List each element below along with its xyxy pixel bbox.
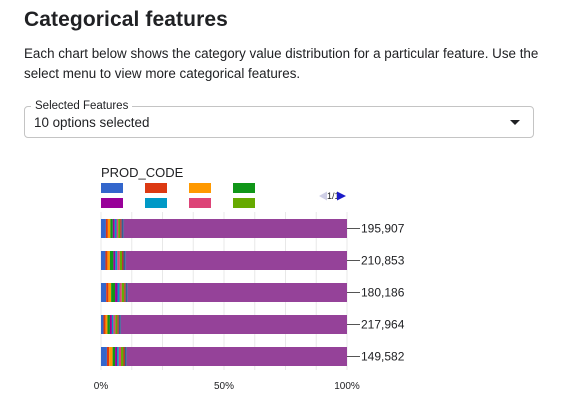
x-tick-label: 0% xyxy=(94,381,109,392)
select-value: 10 options selected xyxy=(34,115,150,130)
bar-segment[interactable] xyxy=(123,347,125,366)
bar-segment[interactable] xyxy=(101,347,107,366)
selected-features-select[interactable]: Selected Features 10 options selected xyxy=(24,99,534,138)
bar-segment[interactable] xyxy=(108,283,112,302)
bar-segment[interactable] xyxy=(121,347,124,366)
bar-segment[interactable] xyxy=(118,315,121,334)
bar-segment[interactable] xyxy=(110,219,113,238)
pager-prev-icon[interactable] xyxy=(319,191,327,201)
bar-segment[interactable] xyxy=(117,283,120,302)
x-tick-label: 50% xyxy=(214,381,234,392)
bar-segment[interactable] xyxy=(115,347,118,366)
bar-segment[interactable] xyxy=(109,251,114,270)
bar-segment[interactable] xyxy=(124,347,127,366)
bar-segment[interactable] xyxy=(112,347,116,366)
bar-segment[interactable] xyxy=(120,219,122,238)
bar-segment[interactable] xyxy=(105,251,108,270)
dropdown-arrow-icon[interactable] xyxy=(510,120,520,125)
bar-segment[interactable] xyxy=(125,283,128,302)
bar-segment[interactable] xyxy=(116,219,119,238)
legend-pager[interactable]: 1/1 xyxy=(319,191,346,201)
bar-value-labels: 195,907 210,853 180,186 217,964 149,582 xyxy=(347,222,405,364)
bar-segment[interactable] xyxy=(101,219,106,238)
page-title: Categorical features xyxy=(24,8,228,31)
bar-segment[interactable] xyxy=(123,219,347,238)
legend-swatch-3 xyxy=(189,183,211,193)
bar-segment[interactable] xyxy=(105,219,108,238)
pager-next-icon[interactable] xyxy=(337,191,346,201)
bar-segment[interactable] xyxy=(109,347,113,366)
bar-segment[interactable] xyxy=(118,347,122,366)
bar-segment[interactable] xyxy=(124,283,126,302)
bar-segment[interactable] xyxy=(115,251,118,270)
bar-segment[interactable] xyxy=(111,283,116,302)
legend-swatch-1 xyxy=(101,183,123,193)
legend-swatch-5 xyxy=(101,198,123,208)
chart-bars xyxy=(101,219,348,366)
page-description: Each chart below shows the category valu… xyxy=(24,46,539,81)
bar-segment[interactable] xyxy=(101,315,104,334)
chart-legend xyxy=(101,183,255,208)
bar-segment[interactable] xyxy=(106,283,109,302)
bar-value-label: 210,853 xyxy=(361,254,405,268)
x-axis-ticks: 0% 50% 100% xyxy=(94,381,360,392)
bar-segment[interactable] xyxy=(120,315,347,334)
legend-swatch-2 xyxy=(145,183,167,193)
legend-swatch-6 xyxy=(145,198,167,208)
select-label: Selected Features xyxy=(31,99,133,113)
bar-segment[interactable] xyxy=(118,219,121,238)
bar-segment[interactable] xyxy=(107,251,110,270)
bar-segment[interactable] xyxy=(113,315,116,334)
bar-segment[interactable] xyxy=(101,251,106,270)
bar-segment[interactable] xyxy=(101,283,107,302)
chart-title: PROD_CODE xyxy=(101,165,184,180)
legend-swatch-7 xyxy=(189,198,211,208)
bar-segment[interactable] xyxy=(114,219,117,238)
bar-segment[interactable] xyxy=(117,347,119,366)
bar-value-label: 217,964 xyxy=(361,318,405,332)
bar-value-label: 149,582 xyxy=(361,350,405,364)
bar-segment[interactable] xyxy=(109,315,112,334)
bar-segment[interactable] xyxy=(123,251,126,270)
bar-segment[interactable] xyxy=(121,283,125,302)
bar-segment[interactable] xyxy=(122,251,124,270)
bar-segment[interactable] xyxy=(117,251,120,270)
bar-segment[interactable] xyxy=(117,315,119,334)
bar-segment[interactable] xyxy=(106,347,110,366)
bar-segment[interactable] xyxy=(113,251,116,270)
bar-segment[interactable] xyxy=(107,219,111,238)
bar-segment[interactable] xyxy=(126,347,348,366)
bar-segment[interactable] xyxy=(111,315,114,334)
bar-segment[interactable] xyxy=(103,315,106,334)
bar-segment[interactable] xyxy=(115,315,118,334)
bar-segment[interactable] xyxy=(112,219,115,238)
bar-value-label: 195,907 xyxy=(361,222,405,236)
bar-segment[interactable] xyxy=(119,251,123,270)
legend-swatch-4 xyxy=(233,183,255,193)
x-tick-label: 100% xyxy=(334,381,360,392)
bar-value-label: 180,186 xyxy=(361,286,405,300)
bar-segment[interactable] xyxy=(115,283,118,302)
bar-segment[interactable] xyxy=(121,219,124,238)
bar-segment[interactable] xyxy=(127,283,347,302)
legend-swatch-8 xyxy=(233,198,255,208)
pager-text: 1/1 xyxy=(327,191,340,201)
bar-segment[interactable] xyxy=(107,315,110,334)
bar-segment[interactable] xyxy=(119,283,122,302)
bar-segment[interactable] xyxy=(125,251,347,270)
bar-segment[interactable] xyxy=(105,315,108,334)
